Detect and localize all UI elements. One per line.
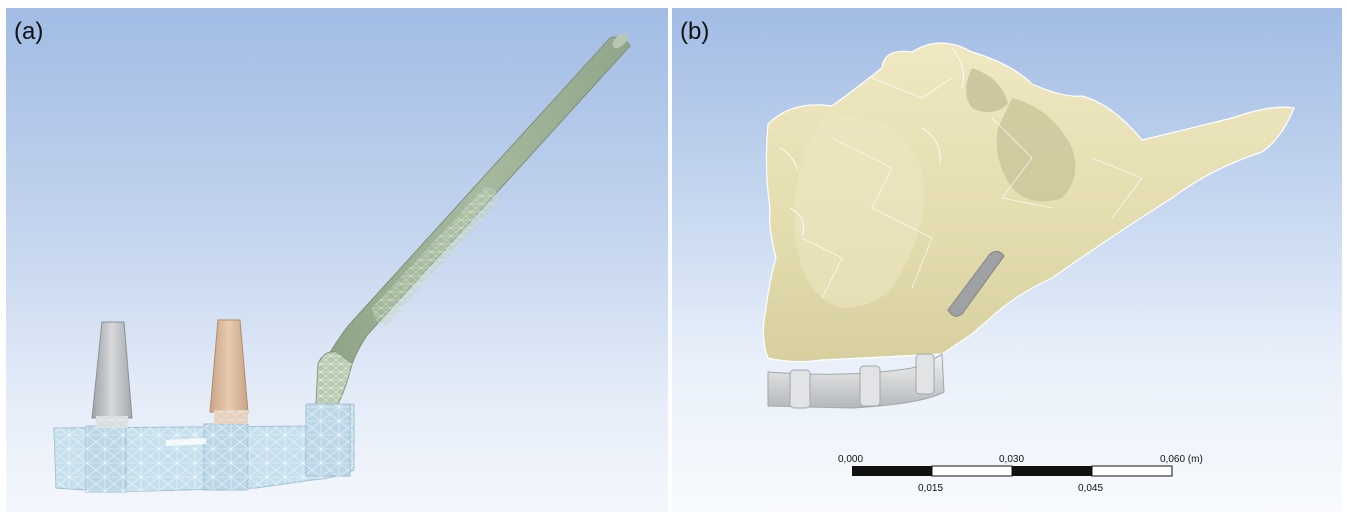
panel-b-label: (b): [680, 18, 710, 45]
scale-segment-2: [931, 465, 1013, 477]
scale-segment-1: [852, 466, 932, 476]
scale-label-045: 0,045: [1078, 483, 1103, 494]
scale-segment-3: [1012, 466, 1092, 476]
panel-b-model: 0,000 0,030 0,060 (m) 0,015 0,045: [762, 42, 1295, 494]
scale-segment-4: [1091, 465, 1173, 477]
panel-a-label: (a): [14, 18, 44, 45]
scale-label-015: 0,015: [918, 483, 943, 494]
abutment-tan: [209, 319, 249, 424]
scale-bar: 0,000 0,030 0,060 (m) 0,015 0,045: [838, 454, 1203, 494]
meshed-framework: [53, 403, 355, 493]
panel-a-model: [53, 33, 631, 493]
zygomatic-implant: [315, 33, 631, 405]
bone-model: [762, 42, 1295, 363]
panel-a-viewport: (a): [6, 8, 668, 512]
panel-b-viewport: (b): [672, 8, 1342, 512]
scale-label-060: 0,060 (m): [1160, 454, 1203, 465]
bar-framework: [767, 353, 945, 409]
scale-label-030: 0,030: [999, 454, 1024, 465]
scale-label-0: 0,000: [838, 454, 863, 465]
abutment-grey: [91, 321, 133, 428]
implant-rod: [947, 250, 1005, 317]
